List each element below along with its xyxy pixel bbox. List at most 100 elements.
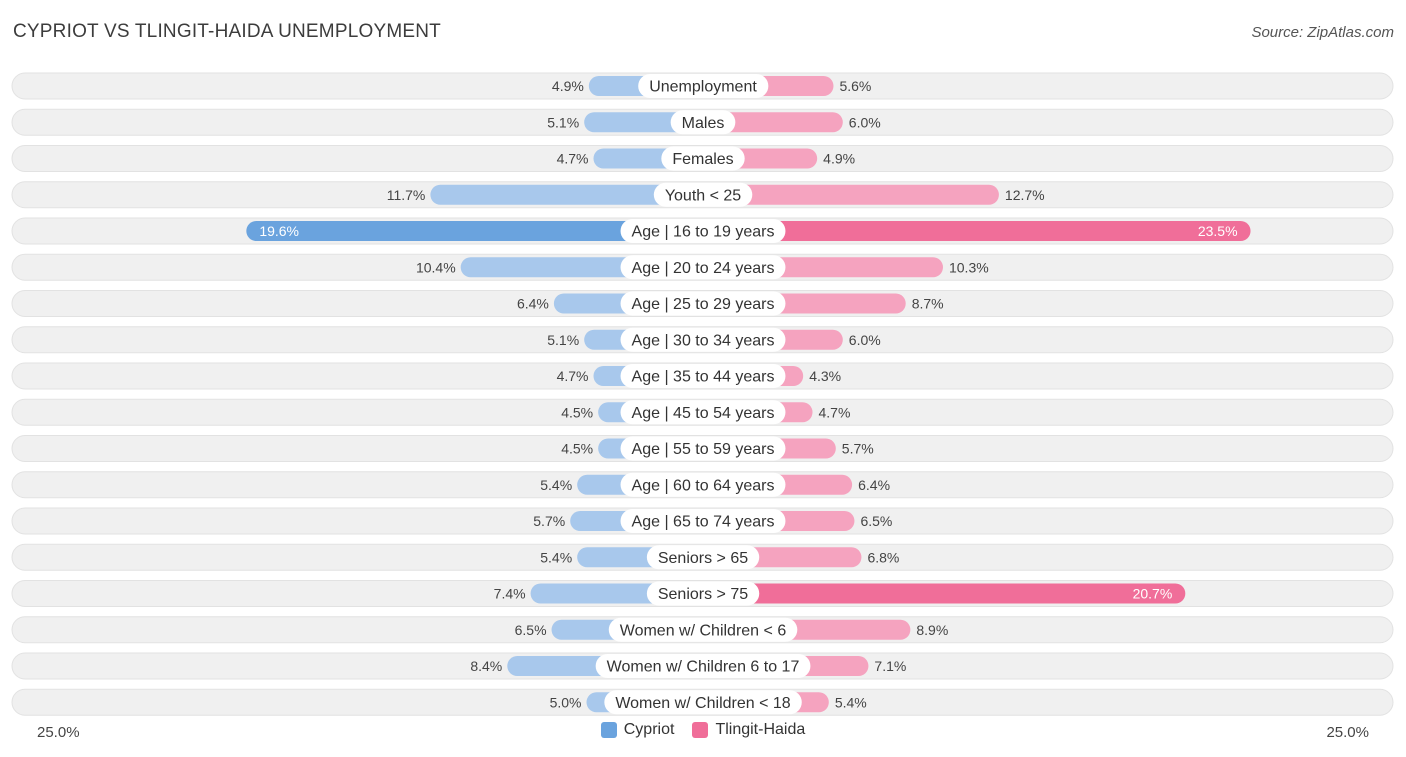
value-label-tlingit-haida: 10.3% xyxy=(949,259,989,275)
value-label-cypriot: 10.4% xyxy=(416,259,456,275)
bar-tlingit-haida xyxy=(703,112,843,133)
category-label-pill xyxy=(604,690,802,715)
category-label-pill xyxy=(620,509,786,533)
value-label-cypriot: 5.1% xyxy=(547,114,579,130)
bar-tlingit-haida xyxy=(703,583,1186,604)
value-label-tlingit-haida: 4.3% xyxy=(809,368,841,384)
category-label: Women w/ Children 6 to 17 xyxy=(607,659,800,676)
value-label-tlingit-haida: 5.4% xyxy=(835,694,867,710)
category-label: Males xyxy=(682,115,725,132)
category-label: Seniors > 75 xyxy=(658,586,748,603)
bar-tlingit-haida xyxy=(703,221,1251,241)
chart-row: 5.0% 5.4% Women w/ Children < 18 xyxy=(11,688,1394,716)
chart-row: 6.5% 8.9% Women w/ Children < 6 xyxy=(11,616,1394,644)
value-label-cypriot: 5.7% xyxy=(533,513,565,529)
value-label-cypriot: 4.9% xyxy=(552,78,584,94)
value-label-tlingit-haida: 6.4% xyxy=(858,477,890,493)
value-label-tlingit-haida: 20.7% xyxy=(1133,586,1173,602)
category-label-pill xyxy=(620,400,786,425)
category-label: Age | 25 to 29 years xyxy=(632,296,775,313)
category-label-pill xyxy=(670,110,736,135)
chart-row: 7.4% 20.7% Seniors > 75 xyxy=(11,580,1394,607)
category-label: Females xyxy=(672,151,733,168)
value-label-cypriot: 4.5% xyxy=(561,404,593,420)
category-label: Seniors > 65 xyxy=(658,550,748,567)
category-label: Youth < 25 xyxy=(665,187,741,204)
category-label: Age | 55 to 59 years xyxy=(632,441,775,458)
value-label-tlingit-haida: 6.0% xyxy=(849,114,881,130)
value-label-tlingit-haida: 23.5% xyxy=(1198,223,1238,239)
value-label-cypriot: 5.1% xyxy=(547,332,579,348)
value-label-tlingit-haida: 4.7% xyxy=(819,404,851,420)
value-label-tlingit-haida: 4.9% xyxy=(823,151,855,167)
category-label: Age | 60 to 64 years xyxy=(632,477,775,494)
value-label-cypriot: 5.4% xyxy=(540,477,572,493)
value-label-cypriot: 5.0% xyxy=(550,694,582,710)
bar-cypriot xyxy=(246,221,703,241)
chart-row: 19.6% 23.5% Age | 16 to 19 years xyxy=(11,217,1394,245)
category-label-pill xyxy=(620,364,786,388)
category-label-pill xyxy=(646,581,760,606)
value-label-cypriot: 6.4% xyxy=(517,296,549,312)
value-label-tlingit-haida: 5.7% xyxy=(842,441,874,457)
category-label: Age | 35 to 44 years xyxy=(632,369,775,386)
chart-row: 6.4% 8.7% Age | 25 to 29 years xyxy=(11,290,1394,317)
value-label-tlingit-haida: 5.6% xyxy=(839,78,871,94)
chart-row: 10.4% 10.3% Age | 20 to 24 years xyxy=(11,253,1394,281)
category-label-pill xyxy=(638,74,769,98)
chart-row: 5.1% 6.0% Age | 30 to 34 years xyxy=(11,326,1394,354)
value-label-cypriot: 7.4% xyxy=(494,586,526,602)
value-label-tlingit-haida: 6.5% xyxy=(860,513,892,529)
chart-row: 4.9% 5.6% Unemployment xyxy=(11,72,1394,100)
category-label-pill xyxy=(620,472,786,497)
chart-title: CYPRIOT VS TLINGIT-HAIDA UNEMPLOYMENT xyxy=(13,21,441,42)
category-label: Women w/ Children < 18 xyxy=(615,695,790,712)
value-label-cypriot: 5.4% xyxy=(540,549,572,565)
value-label-tlingit-haida: 7.1% xyxy=(874,658,906,674)
chart-row: 5.4% 6.4% Age | 60 to 64 years xyxy=(11,471,1394,499)
legend-label-cypriot: Cypriot xyxy=(623,721,675,738)
value-label-tlingit-haida: 8.7% xyxy=(912,296,944,312)
bar-tlingit-haida xyxy=(703,184,999,205)
category-label-pill xyxy=(620,291,786,316)
value-label-tlingit-haida: 6.8% xyxy=(867,549,899,565)
category-label: Age | 20 to 24 years xyxy=(632,260,775,277)
axis-right-label: 25.0% xyxy=(1326,724,1369,741)
category-label-pill xyxy=(620,436,786,461)
value-label-tlingit-haida: 6.0% xyxy=(849,332,881,348)
category-label-pill xyxy=(653,182,753,207)
value-label-cypriot: 4.5% xyxy=(561,441,593,457)
source-credit: Source: ZipAtlas.com xyxy=(1251,24,1394,41)
chart-row: 5.4% 6.8% Seniors > 65 xyxy=(11,543,1394,571)
legend-swatch-tlingit-haida xyxy=(692,722,709,738)
chart-row: 4.5% 4.7% Age | 45 to 54 years xyxy=(11,398,1394,426)
chart-row: 5.1% 6.0% Males xyxy=(11,108,1394,136)
category-label: Women w/ Children < 6 xyxy=(620,622,787,639)
value-label-cypriot: 8.4% xyxy=(470,658,502,674)
value-label-cypriot: 19.6% xyxy=(259,223,299,239)
category-label-pill xyxy=(661,146,745,171)
value-label-cypriot: 6.5% xyxy=(515,622,547,638)
legend-item-tlingit-haida: Tlingit-Haida xyxy=(692,721,805,739)
legend-item-cypriot: Cypriot xyxy=(600,721,675,739)
axis-left-label: 25.0% xyxy=(37,724,80,741)
value-label-tlingit-haida: 12.7% xyxy=(1005,187,1045,203)
value-label-tlingit-haida: 8.9% xyxy=(916,622,948,638)
category-label-pill xyxy=(620,327,786,352)
chart-row: 4.5% 5.7% Age | 55 to 59 years xyxy=(11,435,1394,462)
category-label: Age | 30 to 34 years xyxy=(632,332,775,349)
category-label-pill xyxy=(595,654,811,678)
bar-cypriot xyxy=(430,184,703,205)
legend: Cypriot Tlingit-Haida xyxy=(0,721,1406,739)
category-label-pill xyxy=(620,219,786,243)
legend-label-tlingit-haida: Tlingit-Haida xyxy=(715,721,806,738)
category-label: Unemployment xyxy=(649,79,757,96)
chart-row: 5.7% 6.5% Age | 65 to 74 years xyxy=(11,507,1394,535)
chart-row: 4.7% 4.9% Females xyxy=(11,145,1394,172)
chart-row: 11.7% 12.7% Youth < 25 xyxy=(11,181,1394,209)
value-label-cypriot: 4.7% xyxy=(557,151,589,167)
chart-row: 4.7% 4.3% Age | 35 to 44 years xyxy=(11,362,1394,390)
category-label: Age | 16 to 19 years xyxy=(632,224,775,241)
legend-swatch-cypriot xyxy=(600,722,617,738)
